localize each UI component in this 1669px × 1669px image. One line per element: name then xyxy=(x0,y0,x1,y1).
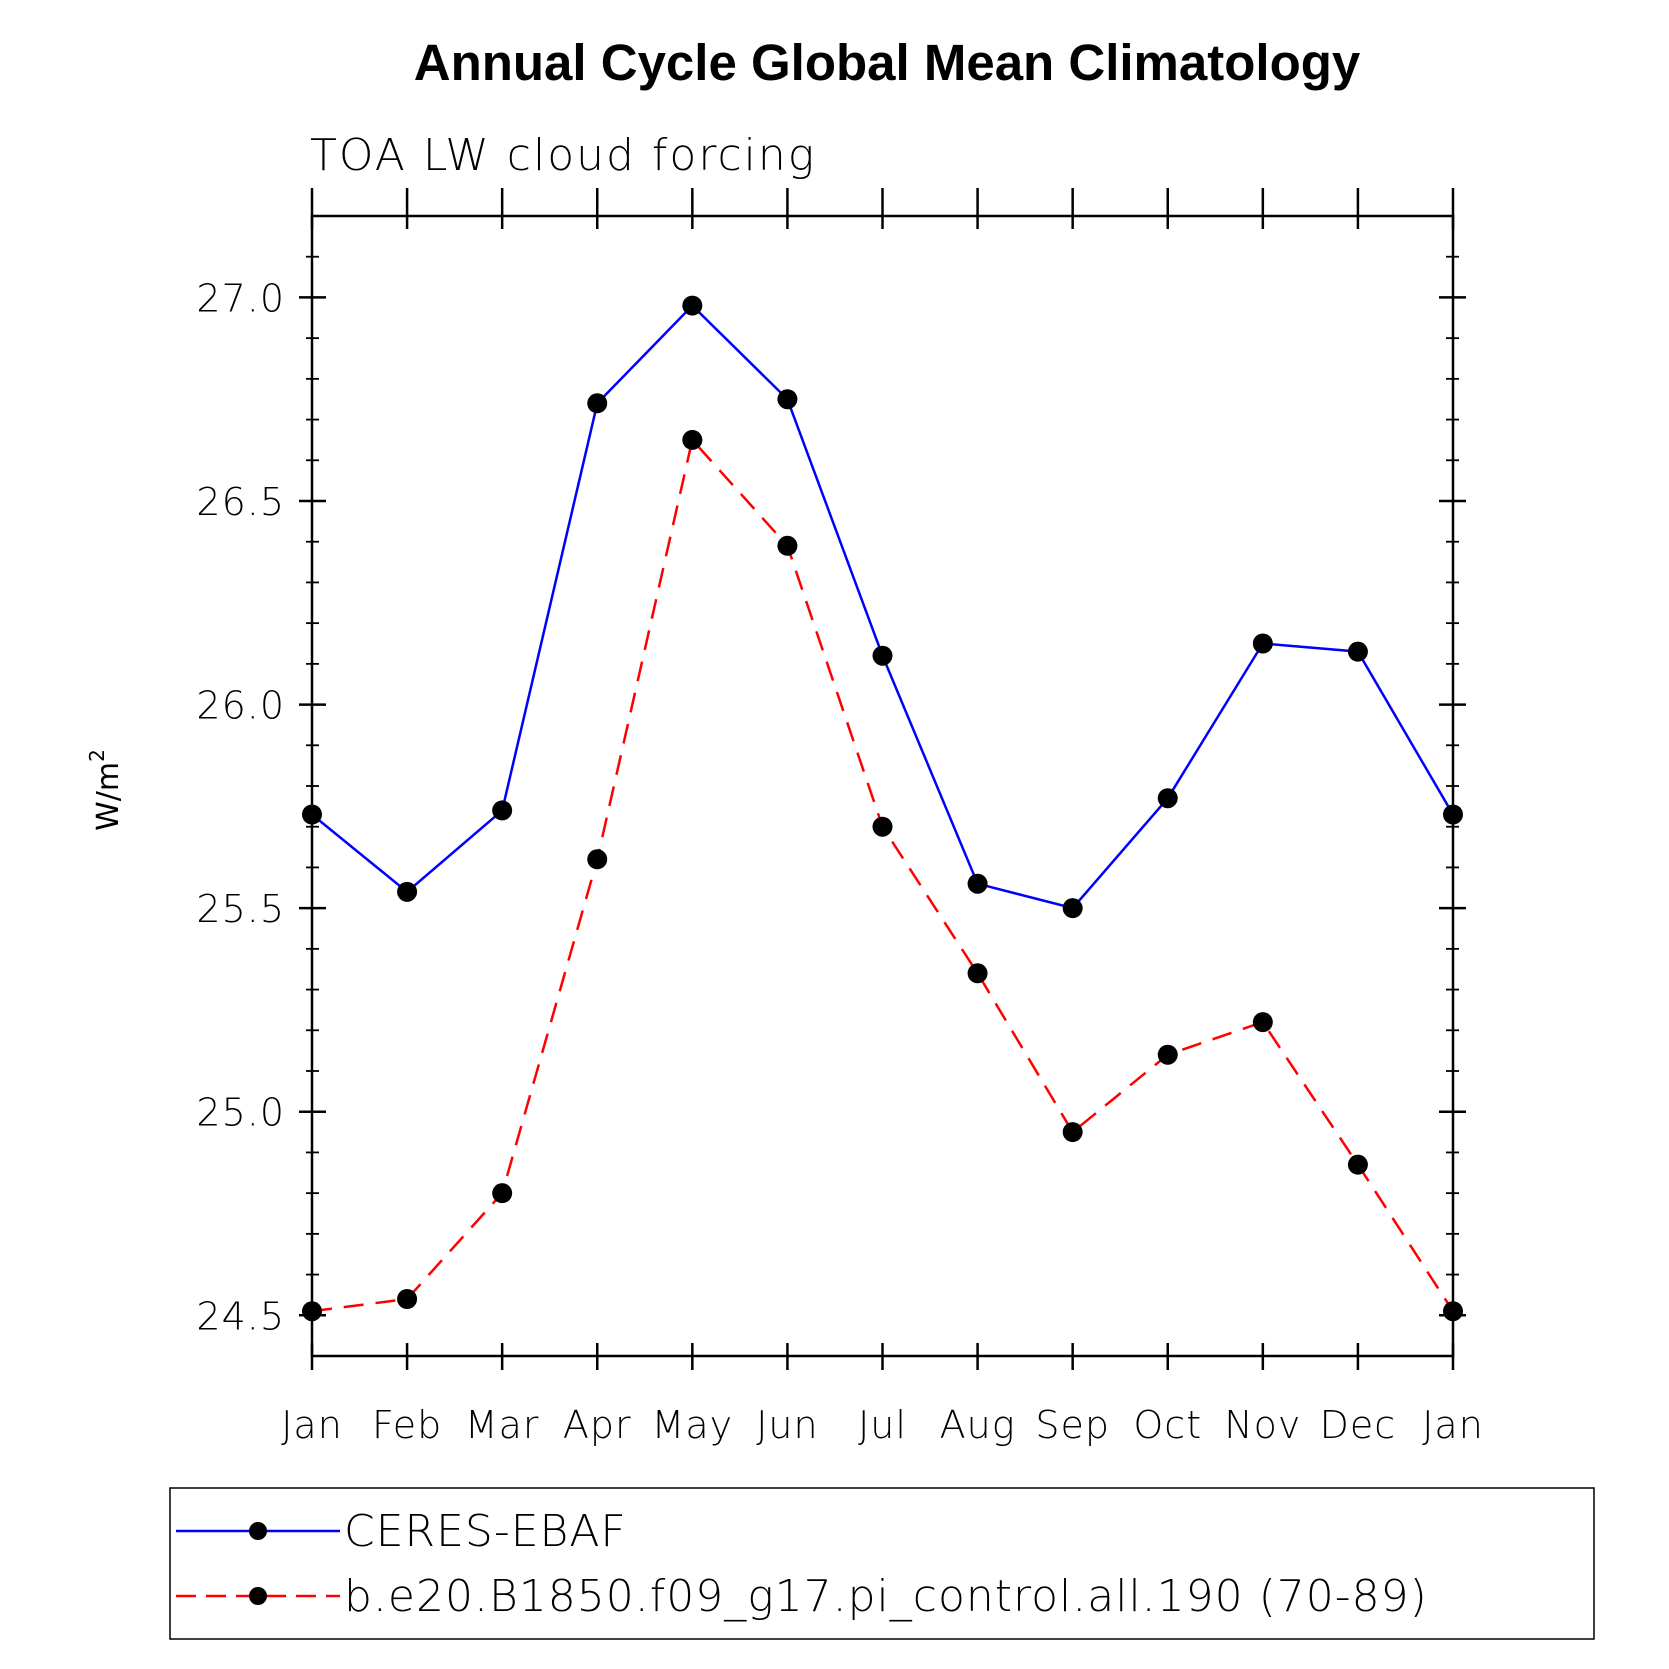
x-tick-label: May xyxy=(652,1403,734,1447)
data-point-series-2 xyxy=(1252,1012,1273,1033)
svg-text:W/m2: W/m2 xyxy=(85,749,126,831)
data-point-series-2 xyxy=(1062,1122,1083,1143)
data-point-series-2 xyxy=(492,1183,513,1204)
x-tick-label: Dec xyxy=(1320,1403,1397,1447)
y-tick-label: 27.0 xyxy=(196,276,285,320)
data-point-series-2 xyxy=(1347,1154,1368,1175)
legend-label-model: b.e20.B1850.f09_g17.pi_control.all.190 (… xyxy=(344,1571,1428,1622)
legend-entry-model: b.e20.B1850.f09_g17.pi_control.all.190 (… xyxy=(176,1571,1428,1622)
data-point-series-1 xyxy=(1062,898,1083,919)
data-point-series-2 xyxy=(967,963,988,984)
x-tick-label: Jun xyxy=(756,1403,818,1447)
x-tick-label: Oct xyxy=(1133,1403,1202,1447)
data-point-series-2 xyxy=(872,816,893,837)
legend-box xyxy=(169,1487,1595,1640)
data-point-series-1 xyxy=(1157,788,1178,809)
data-point-series-1 xyxy=(492,800,513,821)
legend-marker-model xyxy=(249,1587,267,1605)
data-point-series-1 xyxy=(397,881,418,902)
data-point-series-1 xyxy=(1252,633,1273,654)
legend: CERES-EBAF b.e20.B1850.f09_g17.pi_contro… xyxy=(169,1487,1595,1640)
data-point-series-1 xyxy=(872,645,893,666)
axis-ticks xyxy=(299,188,1466,1370)
y-tick-labels: 24.5 25.0 25.5 26.0 26.5 27.0 xyxy=(196,276,285,1338)
data-point-series-2 xyxy=(1157,1044,1178,1065)
data-point-series-1 xyxy=(777,389,798,410)
y-tick-label: 26.5 xyxy=(196,480,285,524)
y-axis-label: W/m xyxy=(91,762,126,831)
data-point-series-2 xyxy=(777,535,798,556)
legend-label-ceres: CERES-EBAF xyxy=(344,1506,627,1557)
data-point-series-2 xyxy=(397,1289,418,1309)
y-tick-label: 25.5 xyxy=(196,887,285,931)
x-tick-label: Nov xyxy=(1224,1403,1301,1447)
x-tick-label: Jul xyxy=(858,1403,907,1447)
series-line-2 xyxy=(311,437,1455,1313)
x-tick-label: Sep xyxy=(1035,1403,1110,1447)
data-point-series-1 xyxy=(587,393,608,414)
legend-entry-ceres: CERES-EBAF xyxy=(176,1506,627,1557)
plot-frame xyxy=(310,214,1455,1358)
chart-subtitle: TOA LW cloud forcing xyxy=(310,130,816,181)
y-axis-label-superscript: 2 xyxy=(85,749,109,762)
legend-marker-ceres xyxy=(249,1522,267,1540)
series-layer xyxy=(302,295,1463,1322)
y-tick-label: 26.0 xyxy=(196,684,285,728)
chart-title: Annual Cycle Global Mean Climatology xyxy=(414,34,1361,91)
y-axis-title: W/m2 xyxy=(85,749,126,831)
x-tick-label: Mar xyxy=(465,1403,540,1447)
y-tick-label: 25.0 xyxy=(196,1091,285,1135)
x-tick-label: Jan xyxy=(281,1403,343,1447)
data-point-series-2 xyxy=(587,849,608,870)
x-tick-label: Jan xyxy=(1422,1403,1484,1447)
x-tick-label: Feb xyxy=(372,1403,442,1447)
data-point-series-1 xyxy=(1347,641,1368,662)
x-tick-label: Aug xyxy=(940,1403,1016,1447)
x-tick-labels: Jan Feb Mar Apr May Jun Jul Aug Sep Oct Nov Dec Jan xyxy=(281,1403,1484,1447)
data-point-series-1 xyxy=(967,873,988,894)
data-point-series-1 xyxy=(682,295,703,316)
y-tick-label: 24.5 xyxy=(196,1294,285,1338)
x-tick-label: Apr xyxy=(563,1403,632,1447)
data-point-series-2 xyxy=(682,429,703,450)
